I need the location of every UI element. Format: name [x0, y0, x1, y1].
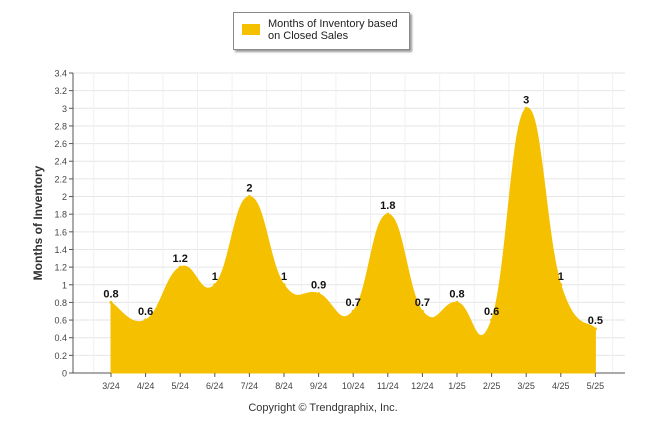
- x-tick-label: 5/24: [171, 381, 189, 391]
- data-label: 0.7: [346, 297, 361, 309]
- data-label: 1: [281, 271, 287, 283]
- x-tick-label: 2/25: [483, 381, 501, 391]
- y-tick-label: 3.4: [54, 69, 67, 79]
- y-tick-label: 2.4: [54, 157, 67, 167]
- x-tick-label: 11/24: [377, 381, 399, 391]
- y-tick-label: 0.8: [54, 298, 67, 308]
- copyright-footer: Copyright © Trendgraphix, Inc.: [248, 402, 398, 414]
- x-tick-label: 5/25: [587, 381, 605, 391]
- data-point: [559, 283, 563, 287]
- data-point: [351, 309, 355, 313]
- data-label: 3: [523, 94, 529, 106]
- y-tick-label: 0.6: [54, 316, 67, 326]
- data-point: [109, 300, 113, 304]
- x-tick-label: 10/24: [342, 381, 365, 391]
- y-tick-label: 1.2: [54, 263, 67, 273]
- y-tick-label: 0.2: [54, 351, 67, 361]
- y-tick-label: 1.8: [54, 210, 67, 220]
- data-label: 0.6: [484, 306, 499, 318]
- data-point: [386, 212, 390, 216]
- series-area: [110, 107, 596, 374]
- data-label: 0.5: [588, 315, 603, 327]
- x-tick-label: 12/24: [411, 381, 434, 391]
- data-label: 0.9: [311, 280, 326, 292]
- y-tick-label: 1: [62, 280, 67, 290]
- data-label: 1: [212, 271, 218, 283]
- data-point: [455, 300, 459, 304]
- x-tick-label: 8/24: [275, 381, 293, 391]
- x-tick-label: 1/25: [448, 381, 466, 391]
- x-tick-label: 4/25: [552, 381, 570, 391]
- data-label: 1: [558, 271, 564, 283]
- y-tick-label: 2.6: [54, 139, 67, 149]
- y-tick-label: 0.4: [54, 333, 67, 343]
- data-label: 2: [246, 183, 252, 195]
- y-tick-label: 1.4: [54, 245, 67, 255]
- data-point: [144, 318, 148, 322]
- data-point: [213, 283, 217, 287]
- legend: Months of Inventory based on Closed Sale…: [233, 12, 410, 50]
- data-label: 1.2: [173, 253, 188, 265]
- y-tick-label: 0: [62, 369, 67, 379]
- x-tick-label: 9/24: [310, 381, 328, 391]
- x-tick-label: 3/24: [102, 381, 120, 391]
- data-point: [178, 265, 182, 269]
- legend-swatch: [242, 24, 260, 35]
- x-tick-label: 4/24: [137, 381, 155, 391]
- y-tick-label: 2.8: [54, 121, 67, 131]
- data-point: [593, 327, 597, 331]
- y-tick-label: 3: [62, 104, 67, 114]
- x-tick-label: 3/25: [517, 381, 535, 391]
- data-label: 0.6: [138, 306, 153, 318]
- y-tick-label: 1.6: [54, 227, 67, 237]
- legend-label: Months of Inventory based on Closed Sale…: [268, 18, 398, 42]
- data-point: [282, 283, 286, 287]
- data-point: [490, 318, 494, 322]
- data-label: 1.8: [380, 200, 395, 212]
- y-axis-title: Months of Inventory: [31, 165, 45, 280]
- data-label: 0.7: [415, 297, 430, 309]
- y-tick-label: 2.2: [54, 174, 67, 184]
- data-point: [317, 292, 321, 296]
- x-tick-label: 7/24: [241, 381, 259, 391]
- data-label: 0.8: [449, 288, 464, 300]
- data-point: [524, 106, 528, 110]
- data-label: 0.8: [103, 288, 118, 300]
- data-point: [247, 195, 251, 199]
- y-tick-label: 2: [62, 192, 67, 202]
- y-tick-label: 3.2: [54, 86, 67, 96]
- data-point: [420, 309, 424, 313]
- x-tick-label: 6/24: [206, 381, 224, 391]
